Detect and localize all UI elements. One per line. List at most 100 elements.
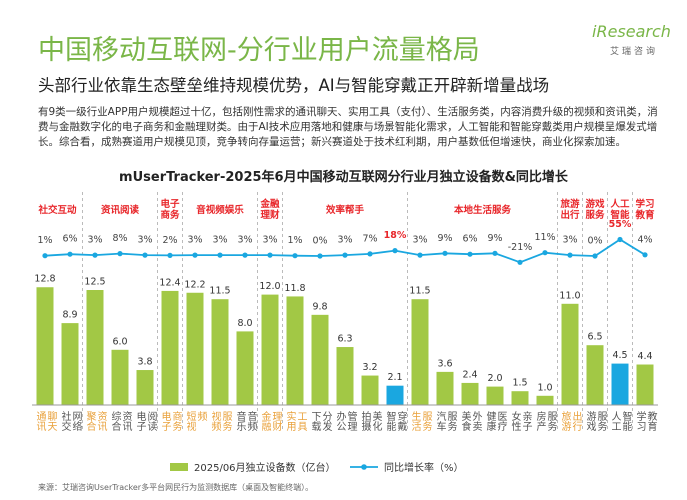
bar (461, 382, 479, 405)
bar (386, 385, 404, 405)
category-label: 游戏服务 (584, 411, 606, 431)
bar-value-label: 1.0 (537, 382, 552, 393)
paragraph: 有9类一级行业APP用户规模超过十亿，包括刚性需求的通讯聊天、实用工具（支付）、… (38, 106, 658, 148)
bar-value-label: 12.8 (34, 274, 55, 285)
bar (86, 290, 104, 405)
growth-marker (67, 251, 73, 257)
bar-value-label: 8.9 (62, 310, 77, 321)
growth-label: 4% (637, 234, 652, 245)
bar (36, 287, 54, 405)
growth-label: 3% (237, 235, 252, 246)
growth-label: 3% (187, 235, 202, 246)
bar (336, 347, 354, 405)
growth-label: 3% (87, 235, 102, 246)
bar-value-label: 11.8 (284, 283, 305, 294)
bar-value-label: 12.2 (184, 279, 205, 290)
group-label: 效率帮手 (325, 204, 364, 216)
growth-marker (92, 252, 98, 258)
group-label: 电子商务 (160, 199, 180, 221)
growth-marker (492, 250, 498, 256)
bar-value-label: 3.6 (437, 358, 452, 369)
group-label: 社交互动 (38, 204, 77, 216)
category-label: 智能穿戴 (384, 411, 406, 431)
category-label: 实用工具 (284, 411, 306, 431)
bar-value-label: 2.4 (462, 369, 477, 380)
growth-label: 7% (362, 233, 377, 244)
bar-value-label: 2.0 (487, 373, 502, 384)
bar (511, 391, 529, 405)
growth-marker (367, 251, 373, 257)
bar (436, 371, 454, 405)
growth-label: -21% (508, 242, 533, 253)
category-label: 人工智能 (609, 411, 631, 431)
bar-value-label: 8.0 (237, 318, 252, 329)
growth-label: 0% (587, 236, 602, 247)
growth-marker (642, 252, 648, 258)
bar (536, 395, 554, 405)
bar-value-label: 3.2 (362, 362, 377, 373)
growth-marker (267, 252, 273, 258)
bar (111, 349, 129, 405)
growth-marker (517, 259, 523, 265)
bar (486, 386, 504, 405)
bar-value-label: 11.5 (409, 286, 430, 297)
bar (261, 294, 279, 405)
growth-marker (167, 252, 173, 258)
bar (561, 303, 579, 405)
legend-marker (361, 464, 367, 470)
growth-marker (342, 252, 348, 258)
bar-value-label: 11.5 (209, 286, 230, 297)
bar (186, 292, 204, 405)
bar-value-label: 4.4 (637, 351, 652, 362)
growth-label: 8% (112, 233, 127, 244)
category-label: 社交网络 (59, 411, 81, 431)
category-label: 下载分发 (309, 411, 331, 431)
growth-label: 1% (37, 235, 52, 246)
source: 来源：艾瑞咨询UserTracker多平台网民行为监测数据库（桌面及智能终端）。 (38, 483, 314, 492)
growth-marker (142, 252, 148, 258)
growth-marker (467, 251, 473, 257)
growth-marker (217, 252, 223, 258)
bar-value-label: 6.0 (112, 336, 127, 347)
chart-title: mUserTracker-2025年6月中国移动互联网分行业月独立设备数&同比增… (119, 170, 568, 185)
legend-swatch (170, 463, 188, 471)
group-label: 旅游出行 (560, 199, 580, 221)
bar (211, 299, 229, 405)
growth-label: 2% (162, 235, 177, 246)
growth-label: 3% (137, 235, 152, 246)
growth-marker (392, 248, 398, 254)
bar (361, 375, 379, 405)
bar-value-label: 6.5 (587, 332, 602, 343)
bar-value-label: 12.4 (159, 277, 180, 288)
category-label: 短视频 (184, 411, 206, 431)
subtitle: 头部行业依靠生态壁垒维持规模优势，AI与智能穿戴正开辟新增量战场 (38, 76, 550, 95)
bar (286, 296, 304, 405)
legend-label: 同比增长率（%） (384, 461, 464, 474)
bar-value-label: 12.0 (259, 281, 280, 292)
bar-value-label: 1.5 (512, 378, 527, 389)
bar (636, 364, 654, 405)
category-label: 聚合资讯 (84, 411, 106, 431)
growth-label: 55% (609, 219, 632, 230)
growth-label: 9% (437, 233, 452, 244)
bar (61, 323, 79, 405)
growth-label: 18% (384, 230, 407, 241)
bar (236, 331, 254, 405)
bar-value-label: 3.8 (137, 357, 152, 368)
bar (161, 290, 179, 405)
growth-marker (242, 252, 248, 258)
bar-value-label: 11.0 (559, 290, 580, 301)
bar-value-label: 4.5 (612, 350, 627, 361)
growth-label: 1% (287, 235, 302, 246)
category-label: 汽车服务 (434, 411, 456, 431)
growth-marker (542, 250, 548, 256)
group-label: 本地生活服务 (453, 204, 511, 216)
growth-marker (567, 252, 573, 258)
bar (411, 299, 429, 405)
category-label: 学习教育 (634, 411, 656, 431)
bar (611, 363, 629, 405)
growth-label: 3% (262, 235, 277, 246)
growth-label: 0% (312, 236, 327, 247)
group-label: 音视频娱乐 (196, 204, 244, 216)
